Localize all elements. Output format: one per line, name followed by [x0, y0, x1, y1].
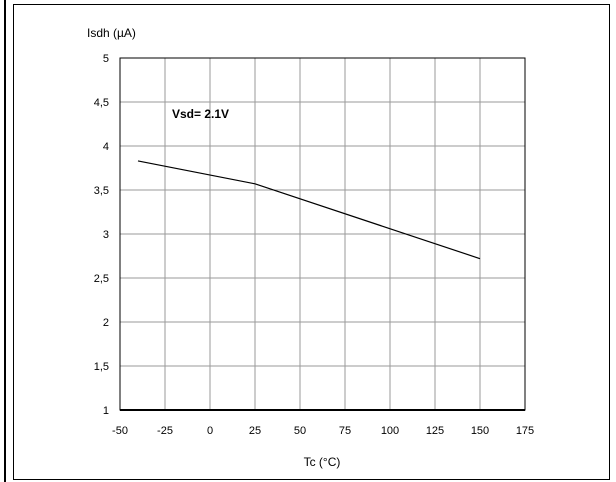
x-tick-labels: -50 -25 0 25 50 75 100 125 150 175	[112, 425, 534, 437]
y-tick-labels: 5 4,5 4 3,5 3 2,5 2 1,5 1	[94, 53, 109, 417]
series-line	[137, 160, 481, 260]
y-tick-label: 4	[103, 141, 109, 153]
plot-area-frame	[119, 57, 526, 411]
page-border-left	[4, 0, 6, 482]
y-tick-label: 1	[103, 405, 109, 417]
x-tick-label: 100	[381, 425, 399, 437]
x-tick-label: 25	[249, 425, 261, 437]
x-tick-label: -25	[157, 425, 173, 437]
y-tick-label: 3	[103, 229, 109, 241]
series-group	[137, 160, 481, 260]
x-tick-label: 150	[471, 425, 489, 437]
chart-panel	[13, 4, 610, 480]
y-tick-label: 3,5	[94, 185, 109, 197]
y-tick-label: 5	[103, 53, 109, 65]
x-tick-label: 0	[207, 425, 213, 437]
y-tick-label: 4,5	[94, 97, 109, 109]
x-tick-label: -50	[112, 425, 128, 437]
y-tick-label: 2,5	[94, 273, 109, 285]
x-tick-label: 50	[294, 425, 306, 437]
x-axis-label: Tc (°C)	[304, 455, 341, 469]
y-tick-label: 2	[103, 317, 109, 329]
x-tick-label: 125	[426, 425, 444, 437]
x-tick-label: 175	[516, 425, 534, 437]
y-tick-label: 1,5	[94, 361, 109, 373]
y-axis-label: Isdh (µA)	[87, 26, 136, 40]
x-tick-label: 75	[339, 425, 351, 437]
condition-annotation: Vsd= 2.1V	[172, 107, 229, 121]
